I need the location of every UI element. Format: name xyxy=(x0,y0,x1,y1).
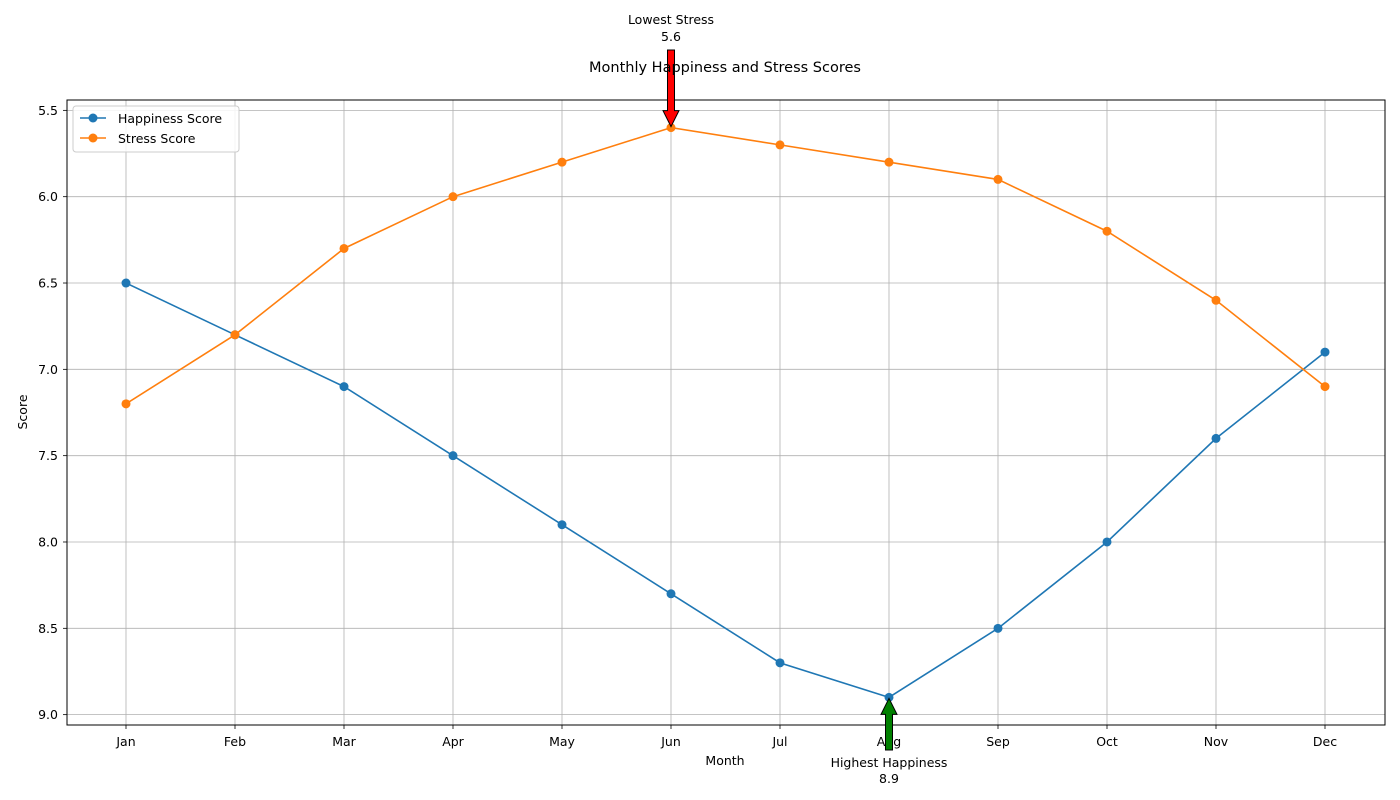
data-point-happiness xyxy=(993,623,1003,633)
x-tick-label: Nov xyxy=(1204,734,1229,749)
x-tick-label: Apr xyxy=(442,734,464,749)
annotation-label: Lowest Stress xyxy=(628,12,714,27)
y-tick-label: 6.5 xyxy=(38,276,58,291)
x-tick-label: Jul xyxy=(771,734,787,749)
x-tick-label: Feb xyxy=(224,734,246,749)
y-tick-label: 8.5 xyxy=(38,621,58,636)
y-tick-label: 8.0 xyxy=(38,534,58,549)
axis-ticks: JanFebMarAprMayJunJulAugSepOctNovDec5.56… xyxy=(38,103,1337,749)
x-tick-label: Oct xyxy=(1096,734,1118,749)
data-point-stress xyxy=(884,157,894,167)
chart-title: Monthly Happiness and Stress Scores xyxy=(589,60,861,76)
data-point-stress xyxy=(1211,295,1221,305)
data-point-stress xyxy=(448,192,458,202)
y-axis-label: Score xyxy=(15,394,30,429)
data-point-happiness xyxy=(1211,433,1221,443)
annotation-label: Highest Happiness xyxy=(831,755,948,770)
y-tick-label: 7.0 xyxy=(38,362,58,377)
x-tick-label: Jun xyxy=(660,734,681,749)
y-tick-label: 5.5 xyxy=(38,103,58,118)
legend-marker-stress xyxy=(88,133,98,143)
data-point-happiness xyxy=(666,589,676,599)
series-line-happiness xyxy=(125,282,1326,699)
data-point-happiness xyxy=(121,278,131,288)
data-point-stress xyxy=(230,330,240,340)
y-tick-label: 7.5 xyxy=(38,448,58,463)
data-point-stress xyxy=(339,243,349,253)
legend-box xyxy=(72,105,240,153)
legend-marker-happiness xyxy=(88,113,98,123)
data-point-stress xyxy=(121,399,131,409)
data-point-happiness xyxy=(448,451,458,461)
x-tick-label: Jan xyxy=(115,734,135,749)
annotation-value: 8.9 xyxy=(879,771,899,786)
data-point-stress xyxy=(993,174,1003,184)
y-tick-label: 6.0 xyxy=(38,189,58,204)
annotation-arrow xyxy=(662,49,680,128)
data-point-happiness xyxy=(775,658,785,668)
data-point-happiness xyxy=(557,520,567,530)
data-point-happiness xyxy=(339,382,349,392)
x-tick-label: May xyxy=(549,734,575,749)
data-point-stress xyxy=(1102,226,1112,236)
x-tick-label: Dec xyxy=(1313,734,1337,749)
legend-label-happiness: Happiness Score xyxy=(118,111,222,126)
x-tick-label: Sep xyxy=(986,734,1010,749)
grid xyxy=(67,100,1385,725)
data-point-happiness xyxy=(1102,537,1112,547)
series-group xyxy=(121,123,1330,702)
data-point-stress xyxy=(1320,382,1330,392)
series-line-stress xyxy=(125,126,1326,405)
annotation-arrow xyxy=(880,697,898,751)
legend: Happiness Score Stress Score xyxy=(72,105,240,153)
annotation-value: 5.6 xyxy=(661,29,681,44)
legend-label-stress: Stress Score xyxy=(118,131,196,146)
x-tick-label: Mar xyxy=(332,734,356,749)
data-point-stress xyxy=(775,140,785,150)
y-tick-label: 9.0 xyxy=(38,707,58,722)
data-point-stress xyxy=(557,157,567,167)
x-axis-label: Month xyxy=(705,753,744,768)
data-point-happiness xyxy=(1320,347,1330,357)
plot-frame xyxy=(66,99,1386,726)
